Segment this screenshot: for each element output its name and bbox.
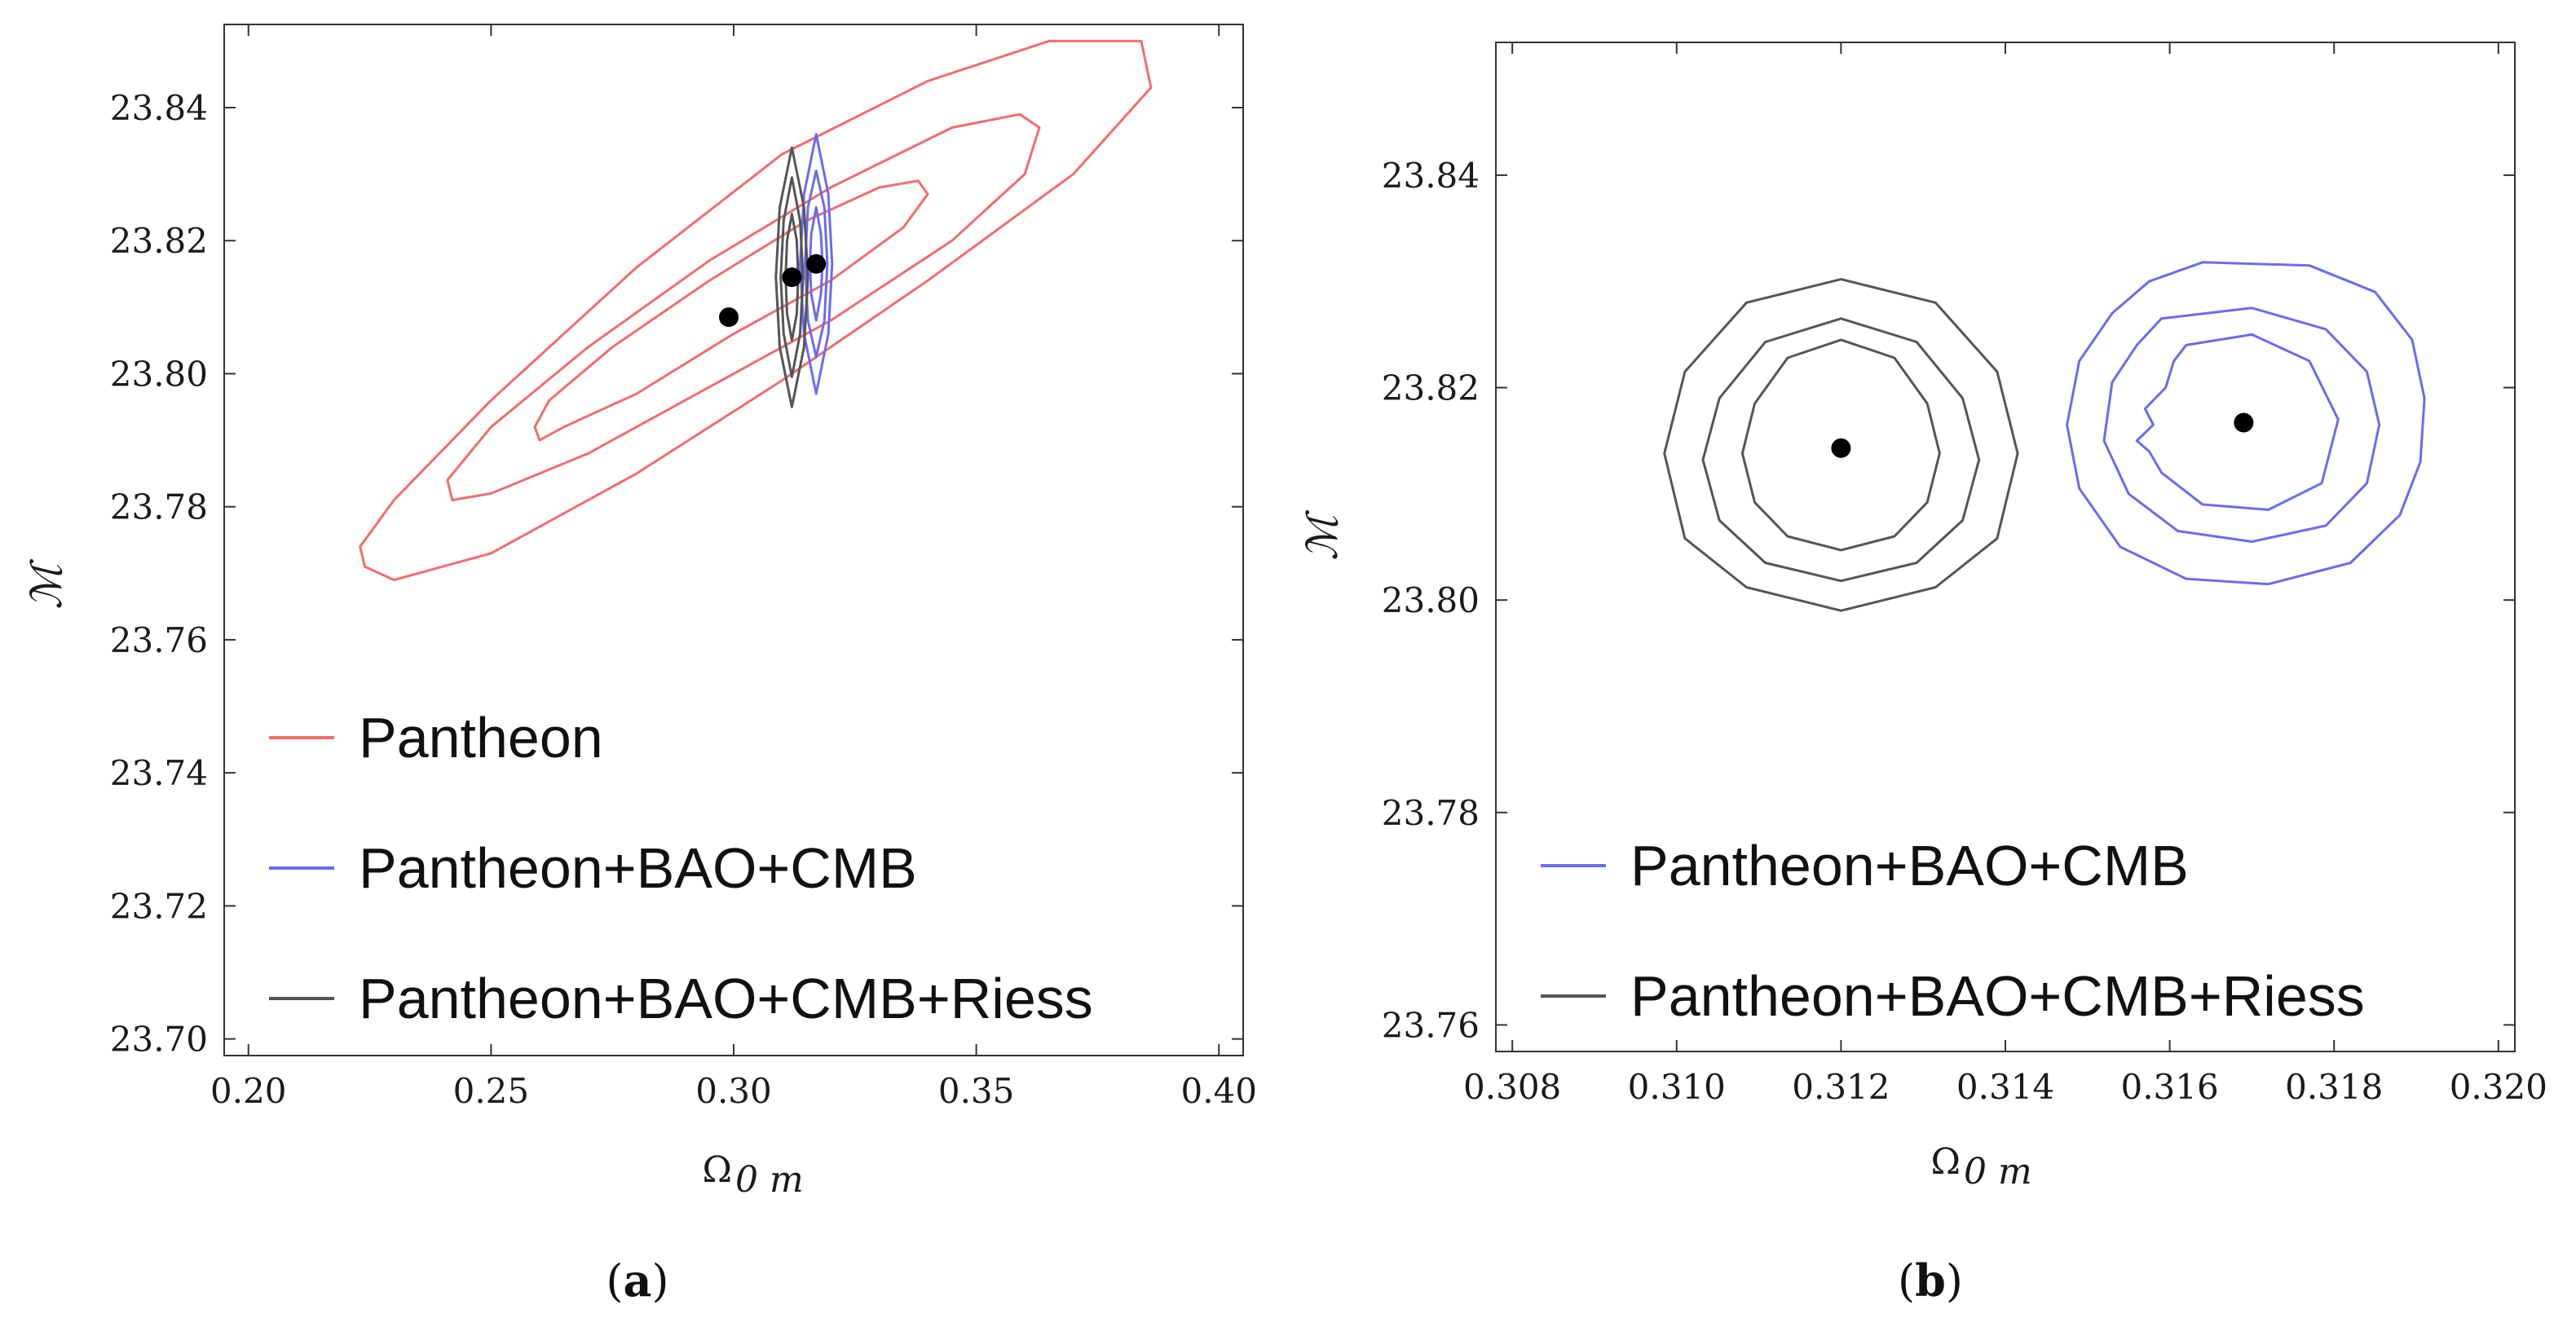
- a-contour: [359, 39, 1153, 581]
- plot-frame-a: [223, 24, 1244, 1056]
- b-y-tick-label: 23.84: [1382, 156, 1480, 196]
- b-legend-label: Pantheon+BAO+CMB: [1630, 834, 2189, 897]
- a-panel-tag: (a): [606, 1254, 668, 1307]
- a-x-tick-label: 0.35: [938, 1071, 1015, 1111]
- b-x-axis-label: Ω: [1931, 1141, 1961, 1183]
- a-y-tick-label: 23.70: [110, 1020, 208, 1060]
- a-y-tick-label: 23.72: [110, 886, 208, 926]
- b-best-fit-point: [2234, 412, 2254, 433]
- a-y-tick-label: 23.84: [110, 88, 208, 128]
- b-legend: Pantheon+BAO+CMB Pantheon+BAO+CMB+Riess: [1541, 834, 2365, 1028]
- a-contour: [533, 179, 929, 442]
- a-best-fit-point: [719, 307, 739, 328]
- b-y-tick-label: 23.76: [1382, 1005, 1480, 1045]
- a-y-tick-label: 23.78: [110, 487, 208, 527]
- a-legend: Pantheon Pantheon+BAO+CMB Pantheon+BAO+CMB…: [269, 706, 1093, 1030]
- b-best-fit-point: [1831, 438, 1851, 458]
- b-contour: [1740, 338, 1941, 552]
- a-y-axis-label: ℳ: [23, 559, 72, 610]
- a-x-tick-label: 0.25: [453, 1071, 530, 1111]
- a-x-tick-label: 0.30: [695, 1071, 772, 1111]
- a-contour: [779, 176, 805, 378]
- a-contour: [784, 213, 800, 342]
- a-contour: [446, 112, 1041, 501]
- a-x-tick-label: 0.40: [1180, 1071, 1257, 1111]
- plot-frame-b: [1495, 42, 2516, 1052]
- a-legend-label: Pantheon: [359, 706, 603, 769]
- a-x-axis-label: Ω: [703, 1149, 732, 1191]
- b-ticks: 0.308 0.310 0.312 0.314 0.316 0.318 0.320 23.76…: [1382, 42, 2547, 1107]
- b-y-tick-label: 23.78: [1382, 793, 1480, 833]
- b-panel-tag: (b): [1898, 1254, 1963, 1307]
- b-contour: [1663, 278, 2019, 612]
- b-x-tick-label: 0.308: [1463, 1067, 1561, 1107]
- b-y-tick-label: 23.80: [1382, 580, 1480, 620]
- b-x-tick-label: 0.314: [1956, 1067, 2054, 1107]
- b-x-tick-label: 0.310: [1628, 1067, 1726, 1107]
- b-x-tick-label: 0.320: [2450, 1067, 2547, 1107]
- a-x-tick-label: 0.20: [210, 1071, 287, 1111]
- b-x-tick-label: 0.318: [2285, 1067, 2383, 1107]
- panel-a: 0.20 0.25 0.30 0.35 0.40 23.70 23.72 23.74 23.76…: [23, 24, 1257, 1307]
- a-ticks: 0.20 0.25 0.30 0.35 0.40 23.70 23.72 23.74 23.76…: [110, 24, 1257, 1111]
- a-legend-label: Pantheon+BAO+CMB: [359, 836, 917, 900]
- b-x-axis-label-sub: 0 m: [1964, 1151, 2032, 1193]
- b-x-tick-label: 0.316: [2120, 1067, 2218, 1107]
- b-contour: [1701, 317, 1981, 583]
- a-legend-label: Pantheon+BAO+CMB+Riess: [359, 967, 1093, 1030]
- a-best-fit-point: [806, 253, 827, 274]
- a-best-fit-point: [782, 267, 802, 288]
- b-contour: [2066, 261, 2426, 586]
- a-contour: [799, 133, 834, 395]
- b-marks: [1663, 261, 2426, 612]
- a-contour: [809, 205, 824, 322]
- b-y-tick-label: 23.82: [1382, 368, 1480, 408]
- a-contour: [774, 146, 809, 408]
- a-y-tick-label: 23.76: [110, 620, 208, 660]
- b-x-tick-label: 0.312: [1792, 1067, 1890, 1107]
- b-y-axis-label: ℳ: [1299, 510, 1348, 561]
- a-marks: [359, 39, 1153, 581]
- b-contour: [2102, 306, 2381, 543]
- panel-b: 0.308 0.310 0.312 0.314 0.316 0.318 0.320 23.76…: [1299, 42, 2547, 1307]
- b-contour: [2135, 333, 2340, 511]
- a-y-tick-label: 23.74: [110, 753, 208, 793]
- a-y-tick-label: 23.82: [110, 221, 208, 261]
- b-legend-label: Pantheon+BAO+CMB+Riess: [1630, 964, 2365, 1028]
- a-y-tick-label: 23.80: [110, 354, 208, 394]
- a-x-axis-label-sub: 0 m: [735, 1159, 804, 1201]
